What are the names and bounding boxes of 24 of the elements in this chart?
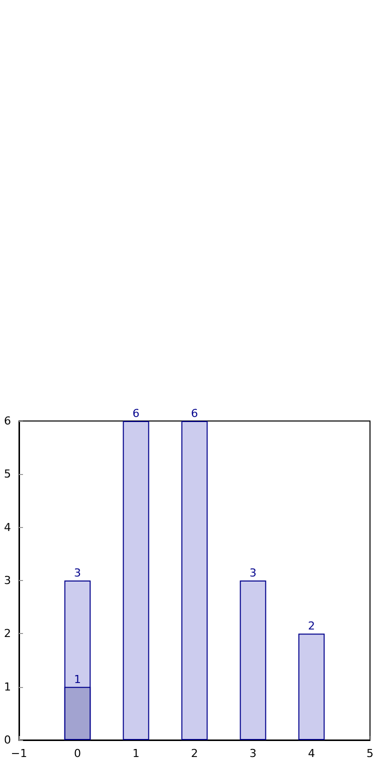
y-tick-label: 1 [4, 680, 11, 694]
bar [181, 421, 208, 740]
data-label: 6 [132, 407, 140, 420]
x-tick-label: 3 [250, 747, 256, 760]
bar [298, 634, 325, 740]
y-tick-label: 4 [4, 520, 11, 534]
x-tick-label: 0 [74, 747, 81, 760]
data-label: 6 [191, 407, 198, 420]
y-tick-label: 3 [4, 574, 11, 587]
x-tick-label: 5 [366, 747, 374, 760]
y-tick-label: 6 [4, 414, 11, 428]
x-tick-label: 1 [132, 747, 140, 760]
y-tick-label: 0 [4, 734, 11, 746]
bar [122, 421, 150, 740]
x-tick-label: 4 [308, 747, 315, 760]
data-label: 2 [308, 620, 315, 633]
y-tick-label: 2 [4, 627, 11, 640]
data-label: 1 [74, 672, 81, 686]
x-tick-label: 2 [191, 747, 198, 760]
data-label: 3 [250, 566, 256, 580]
data-label: 3 [74, 566, 81, 580]
y-tick-label: 5 [4, 468, 11, 481]
x-tick-label: −1 [10, 747, 28, 760]
bar [240, 580, 266, 740]
